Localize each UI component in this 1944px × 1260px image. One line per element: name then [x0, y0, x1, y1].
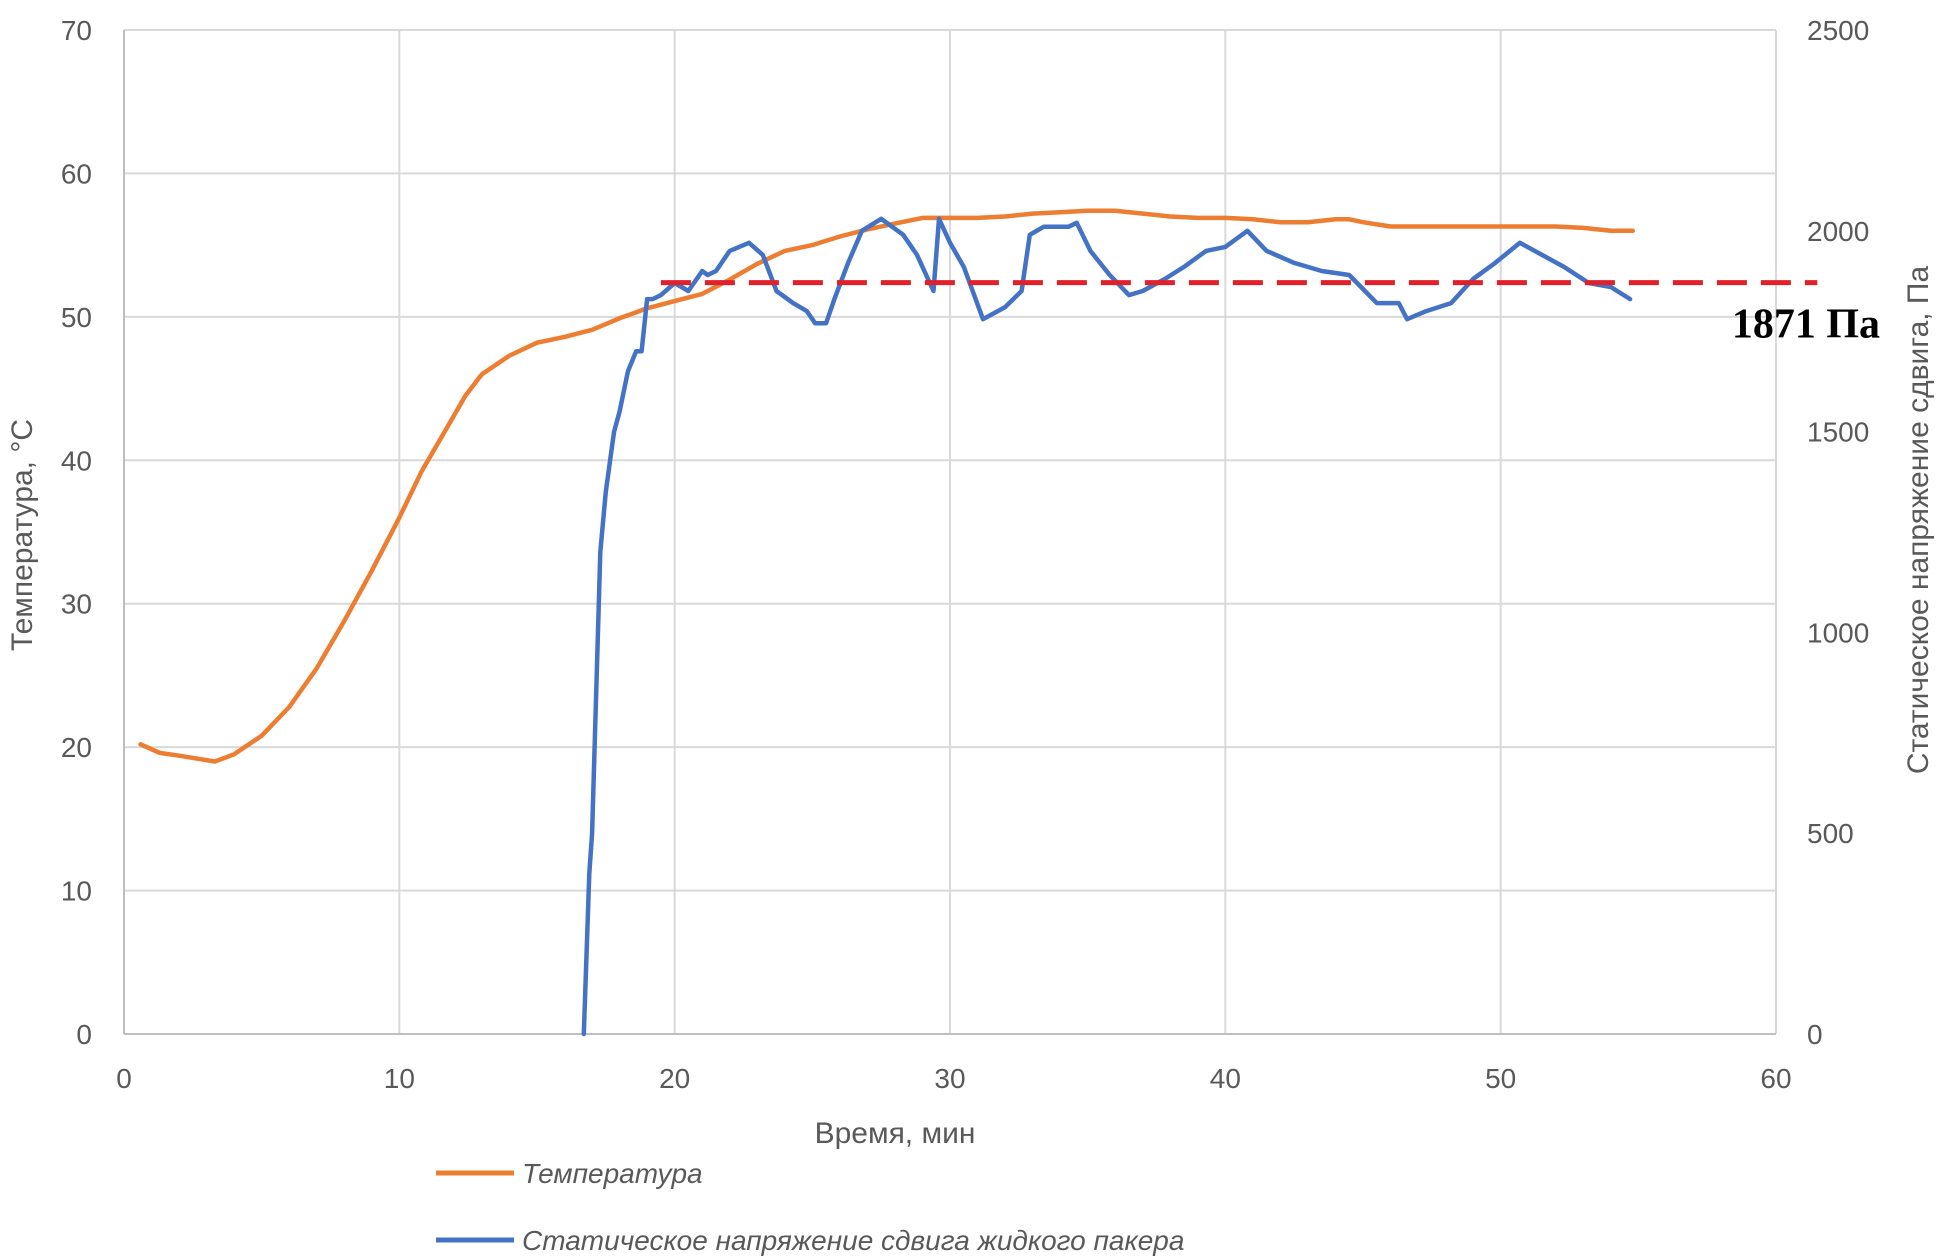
- reference-line-label: 1871 Па: [1732, 302, 1880, 348]
- right-y-axis-title: Статическое напряжение сдвига, Па: [1902, 266, 1935, 775]
- left-y-tick-labels: 0 10 20 30 40 50 60 70: [61, 15, 92, 1050]
- right-y-tick-label: 0: [1807, 1019, 1823, 1050]
- x-tick-label: 10: [384, 1063, 415, 1094]
- x-tick-label: 40: [1210, 1063, 1241, 1094]
- axes: [123, 30, 1776, 1035]
- x-axis-title: Время, мин: [815, 1117, 976, 1150]
- left-y-tick-label: 10: [61, 876, 92, 907]
- right-y-tick-label: 1000: [1807, 617, 1869, 648]
- right-y-tick-label: 500: [1807, 818, 1854, 849]
- x-tick-label: 20: [659, 1063, 690, 1094]
- legend: Температура Статическое напряжение сдвиг…: [436, 1158, 1184, 1256]
- left-y-tick-label: 30: [61, 589, 92, 620]
- legend-label-temperature: Температура: [522, 1158, 703, 1189]
- left-y-tick-label: 0: [76, 1019, 92, 1050]
- left-y-tick-label: 40: [61, 445, 92, 476]
- grid-lines: [124, 29, 1777, 1034]
- x-tick-labels: 0 10 20 30 40 50 60: [116, 1063, 1791, 1094]
- x-tick-label: 60: [1760, 1063, 1791, 1094]
- series-lines: [138, 208, 1636, 1037]
- right-y-tick-label: 2500: [1807, 15, 1869, 46]
- x-tick-label: 0: [116, 1063, 132, 1094]
- reference-line-group: 1871 Па: [660, 280, 1880, 348]
- series-line-temperature: [138, 208, 1636, 764]
- series-line-shear-stress: [581, 216, 1633, 1037]
- right-y-tick-labels: 0 500 1000 1500 2000 2500: [1807, 15, 1869, 1050]
- right-y-tick-label: 2000: [1807, 216, 1869, 247]
- left-y-axis-title: Температура, °C: [6, 419, 39, 651]
- x-tick-label: 30: [934, 1063, 965, 1094]
- left-y-tick-label: 70: [61, 15, 92, 46]
- left-y-tick-label: 60: [61, 158, 92, 189]
- left-y-tick-label: 50: [61, 302, 92, 333]
- x-tick-label: 50: [1485, 1063, 1516, 1094]
- left-y-tick-label: 20: [61, 732, 92, 763]
- right-y-tick-label: 1500: [1807, 417, 1869, 448]
- legend-label-shear-stress: Статическое напряжение сдвига жидкого па…: [522, 1225, 1184, 1256]
